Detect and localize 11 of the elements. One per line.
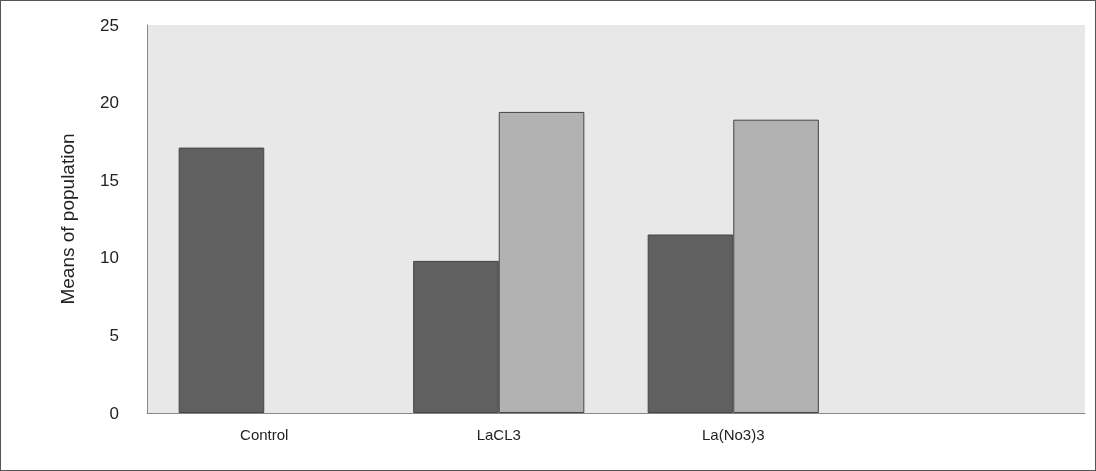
y-tick-label: 10	[100, 248, 119, 268]
y-tick-label: 15	[100, 170, 119, 190]
y-tick-label: 20	[100, 93, 119, 113]
bar	[178, 147, 265, 413]
x-tick-label: LaCL3	[476, 426, 521, 443]
y-tick-label: 25	[100, 15, 119, 35]
x-tick-label: La(No3)3	[701, 426, 765, 443]
y-tick-label: 0	[109, 403, 119, 423]
y-axis-title: Means of population	[57, 133, 78, 305]
y-tick-label: 5	[109, 325, 119, 345]
x-tick-label: Control	[240, 426, 289, 443]
